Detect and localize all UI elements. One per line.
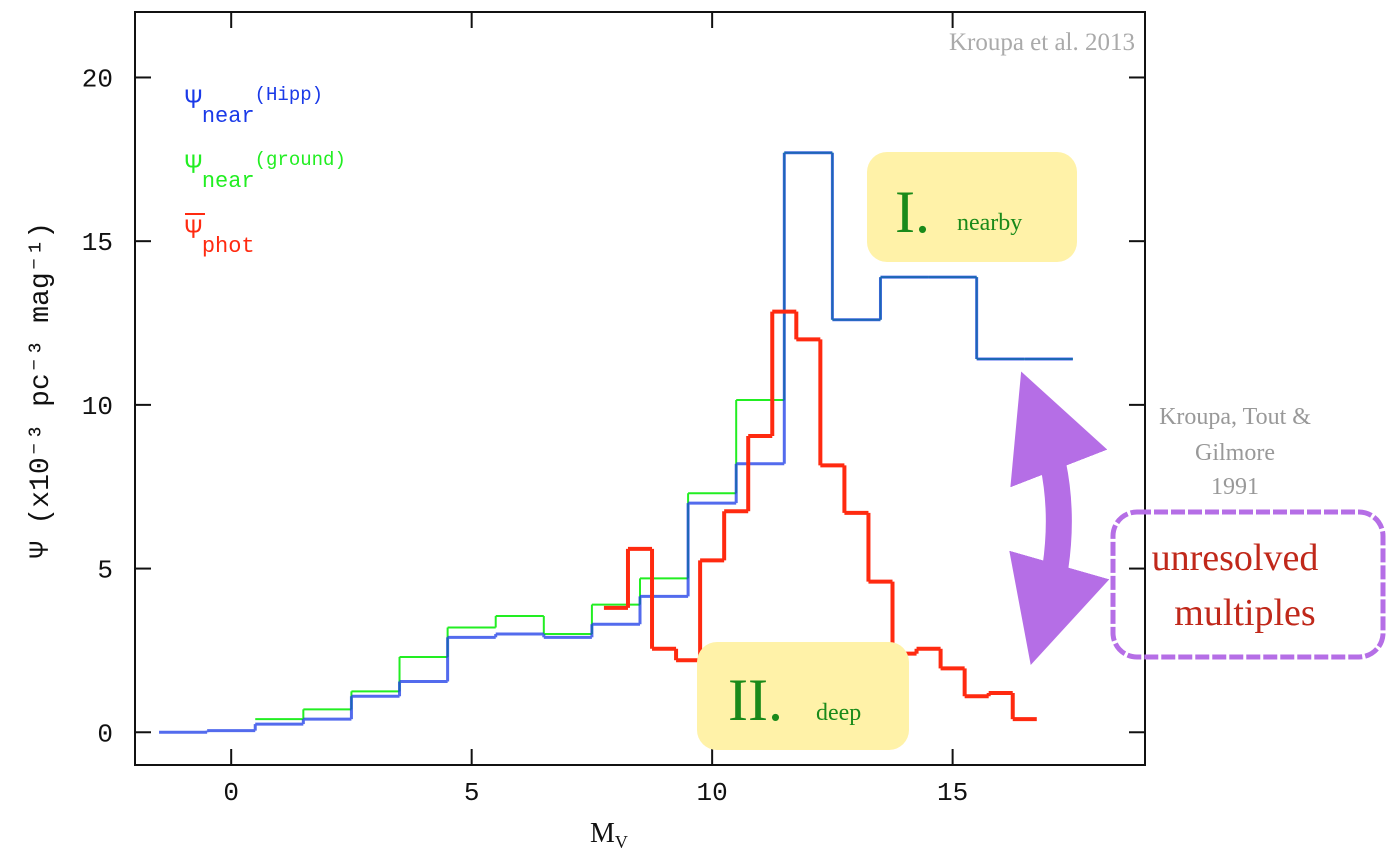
- legend-entry: Ψphot: [185, 216, 255, 259]
- x-tick-label: 5: [464, 778, 480, 808]
- legend-sup: (ground): [255, 149, 346, 171]
- legend-symbol: Ψ: [185, 216, 202, 247]
- x-tick-label: 0: [223, 778, 239, 808]
- legend-symbol: Ψ: [185, 86, 202, 117]
- x-axis-label: MV: [590, 818, 628, 852]
- legend-sup: (Hipp): [255, 84, 323, 106]
- region-label: deep: [816, 700, 861, 726]
- y-tick-label: 0: [97, 719, 113, 749]
- reference: Kroupa et al. 2013: [949, 29, 1135, 56]
- region-box: [867, 152, 1077, 262]
- region-number: I.: [895, 179, 930, 245]
- arrow: [1009, 371, 1110, 666]
- reference: Kroupa, Tout &: [1159, 404, 1311, 430]
- legend-entry: Ψnear(Hipp): [185, 84, 323, 129]
- legend-symbol: Ψ: [185, 151, 202, 182]
- y-tick-label: 5: [97, 556, 113, 586]
- region-number: II.: [728, 667, 783, 733]
- region-box: [697, 642, 909, 750]
- y-tick-label: 10: [82, 392, 113, 422]
- legend-sub: near: [202, 169, 255, 194]
- x-axis-label-main: M: [590, 818, 615, 849]
- x-tick-label: 10: [697, 778, 728, 808]
- series: [159, 151, 1073, 734]
- x-axis-label-sub: V: [615, 832, 628, 852]
- plot: 0 5 10 15 0 5 10 15 20: [82, 12, 1145, 808]
- legend-sub: phot: [202, 234, 255, 259]
- note: multiples: [1174, 592, 1315, 634]
- y-tick-label: 15: [82, 228, 113, 258]
- legend-entry: Ψnear(ground): [185, 149, 346, 194]
- plot-frame: [134, 11, 1146, 766]
- region-label: nearby: [957, 210, 1022, 236]
- series: [603, 309, 1037, 722]
- note-box: [1110, 509, 1386, 660]
- note: unresolved: [1152, 537, 1319, 579]
- x-tick-label: 15: [937, 778, 968, 808]
- y-tick-label: 20: [82, 64, 113, 94]
- reference: 1991: [1211, 474, 1259, 500]
- legend-sub: near: [202, 104, 255, 129]
- y-axis-label: Ψ (x10⁻³ pc⁻³ mag⁻¹): [26, 222, 57, 558]
- reference: Gilmore: [1195, 440, 1275, 466]
